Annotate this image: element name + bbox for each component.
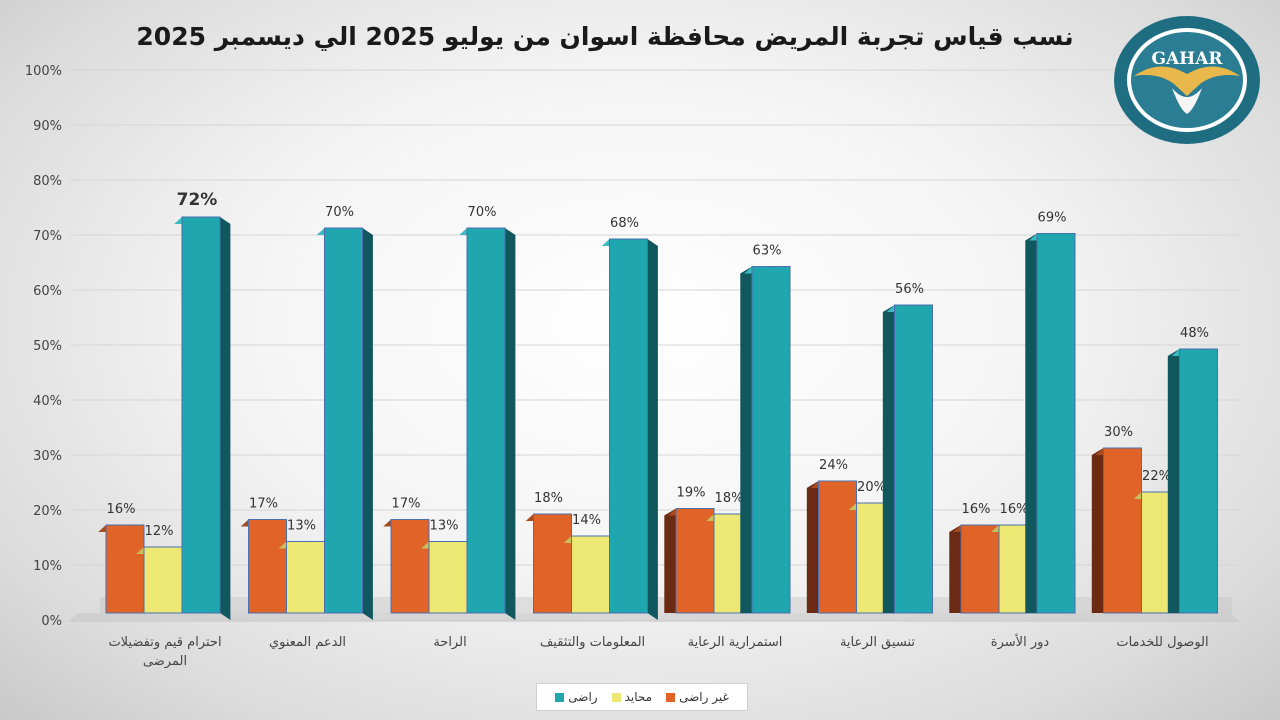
bar-satisfied [1179, 348, 1218, 614]
bar-neutral [143, 546, 183, 614]
x-tick-label: الوصول للخدمات [1116, 635, 1208, 650]
bar-neutral [571, 535, 610, 614]
bar-dissatisfied [675, 508, 715, 614]
x-tick-label: استمرارية الرعاية [688, 635, 783, 650]
x-tick-label: المرضى [143, 654, 187, 669]
bar-dissatisfied [1103, 447, 1142, 614]
chart-legend: راضى محايد غير راضى [536, 683, 748, 711]
bar-satisfied [751, 266, 791, 614]
bar-side [664, 508, 676, 613]
y-tick-label: 80% [33, 174, 62, 189]
bar-side [806, 481, 819, 613]
data-label: 18% [715, 491, 744, 506]
bar-neutral [428, 541, 468, 614]
data-label: 69% [1038, 211, 1067, 226]
gahar-logo: GAHAR [1114, 16, 1260, 144]
data-label: 18% [534, 491, 563, 506]
bar-dissatisfied [105, 524, 145, 614]
data-label: 13% [287, 519, 316, 534]
legend-label-neutral: محايد [624, 690, 653, 704]
data-label: 72% [177, 190, 218, 210]
bar-side [882, 305, 895, 613]
data-label: 68% [610, 216, 639, 231]
bar-side [1167, 349, 1180, 613]
data-label: 19% [677, 486, 706, 501]
data-label: 22% [1142, 469, 1171, 484]
y-tick-label: 100% [25, 64, 62, 79]
bar-dissatisfied [818, 480, 857, 614]
data-label: 24% [819, 458, 848, 473]
y-tick-label: 40% [33, 394, 62, 409]
data-label: 13% [430, 519, 459, 534]
legend-label-satisfied: راضى [568, 690, 598, 704]
bar-satisfied [894, 304, 933, 614]
data-label: 63% [753, 244, 782, 259]
bar-side [949, 525, 961, 613]
data-label: 17% [392, 497, 421, 512]
data-label: 17% [249, 497, 278, 512]
legend-swatch-satisfied [555, 692, 565, 702]
bar-satisfied [181, 216, 221, 614]
x-tick-label: الدعم المعنوي [269, 635, 346, 650]
y-tick-label: 60% [33, 284, 62, 299]
x-tick-label: المعلومات والتثقيف [540, 635, 645, 650]
legend-label-dissatisfied: غير راضى [679, 690, 729, 704]
bar-side [1025, 233, 1037, 613]
data-label: 16% [1000, 502, 1029, 517]
data-label: 70% [468, 205, 497, 220]
bar-side [647, 239, 658, 620]
bar-side [220, 217, 231, 620]
y-tick-label: 90% [33, 119, 62, 134]
data-label: 14% [572, 513, 601, 528]
data-label: 12% [145, 524, 174, 539]
y-tick-label: 70% [33, 229, 62, 244]
legend-swatch-dissatisfied [666, 692, 676, 702]
bar-dissatisfied [533, 513, 572, 614]
x-tick-label: دور الأسرة [991, 633, 1050, 650]
y-tick-label: 0% [41, 614, 62, 629]
y-tick-label: 50% [33, 339, 62, 354]
chart-title: نسب قياس تجربة المريض محافظة اسوان من يو… [136, 22, 1074, 51]
x-tick-label: احترام قيم وتفضيلات [108, 635, 221, 650]
data-label: 16% [107, 502, 136, 517]
logo-text: GAHAR [1151, 49, 1223, 69]
bar-dissatisfied [248, 519, 287, 614]
x-tick-label: تنسيق الرعاية [840, 635, 915, 650]
bar-side [505, 228, 516, 620]
eagle-icon [1134, 66, 1240, 96]
legend-item-dissatisfied: غير راضى [666, 690, 729, 704]
legend-item-satisfied: راضى [555, 690, 598, 704]
bar-satisfied [324, 227, 363, 614]
data-label: 30% [1104, 425, 1133, 440]
bar-dissatisfied [960, 524, 1000, 614]
legend-swatch-neutral [611, 692, 621, 702]
data-label: 20% [857, 480, 886, 495]
y-tick-label: 30% [33, 449, 62, 464]
x-tick-label: الراحة [433, 635, 466, 650]
bar-side [362, 228, 373, 620]
data-label: 56% [895, 282, 924, 297]
chart-floor [68, 613, 1240, 622]
bar-satisfied [466, 227, 506, 614]
bar-neutral [286, 541, 325, 614]
y-tick-label: 10% [33, 559, 62, 574]
bar-side [1091, 448, 1104, 613]
y-tick-label: 20% [33, 504, 62, 519]
legend-item-neutral: محايد [611, 690, 653, 704]
bar-satisfied [609, 238, 648, 614]
bar-dissatisfied [390, 519, 430, 614]
bar-side [740, 266, 752, 613]
data-label: 48% [1180, 326, 1209, 341]
data-label: 70% [325, 205, 354, 220]
data-label: 16% [962, 502, 991, 517]
bar-satisfied [1036, 233, 1076, 614]
